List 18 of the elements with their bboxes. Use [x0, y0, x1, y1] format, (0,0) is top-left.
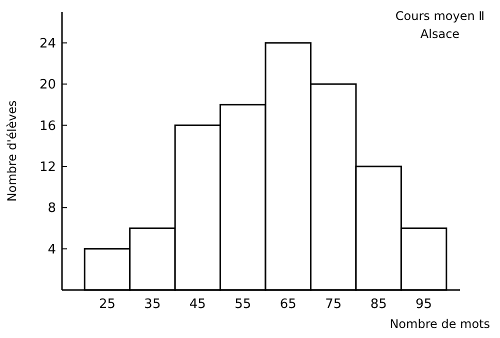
y-tick-label: 20	[39, 78, 56, 93]
x-tick-label: 45	[189, 297, 206, 312]
x-tick-label: 85	[370, 297, 387, 312]
y-tick-label: 12	[39, 160, 56, 175]
x-tick-label: 95	[416, 297, 432, 312]
chart-title: Cours moyen Ⅱ	[395, 9, 485, 23]
x-axis-title: Nombre de mots	[390, 317, 490, 331]
x-tick-label: 75	[325, 297, 342, 312]
x-tick-label: 25	[98, 297, 116, 312]
text: Alsace	[420, 27, 460, 41]
x-tick-label: 35	[144, 297, 161, 312]
y-tick-label: 8	[48, 201, 56, 216]
y-axis-title: Nombre d'élèves	[5, 100, 19, 202]
y-tick-label: 4	[48, 242, 56, 258]
y-tick-label: 16	[39, 118, 56, 134]
x-tick-label: 55	[234, 297, 252, 312]
x-tick-label: 65	[280, 297, 296, 312]
y-tick-label: 24	[39, 36, 56, 52]
